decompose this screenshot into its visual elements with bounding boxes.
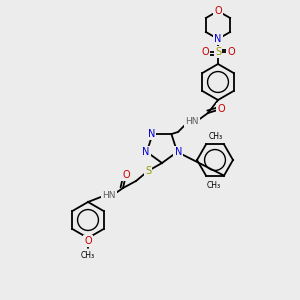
Text: O: O [214,6,222,16]
Text: O: O [217,104,225,114]
Text: S: S [215,47,221,57]
Text: N: N [175,147,182,157]
Text: O: O [84,236,92,246]
Text: CH₃: CH₃ [209,132,223,141]
Text: O: O [122,170,130,180]
Text: O: O [227,47,235,57]
Text: HN: HN [185,116,199,125]
Text: N: N [214,34,222,44]
Text: O: O [201,47,209,57]
Text: S: S [145,166,151,176]
Text: N: N [142,147,149,157]
Text: CH₃: CH₃ [207,181,221,190]
Text: CH₃: CH₃ [81,250,95,260]
Text: N: N [148,129,155,139]
Text: HN: HN [102,190,116,200]
